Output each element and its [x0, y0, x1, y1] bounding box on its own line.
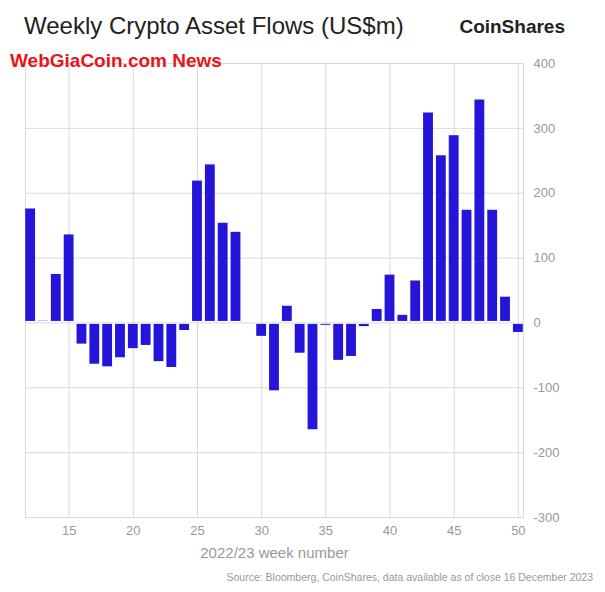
- svg-text:-200: -200: [534, 445, 560, 460]
- svg-text:45: 45: [447, 523, 461, 538]
- svg-text:25: 25: [190, 523, 204, 538]
- svg-text:-100: -100: [534, 380, 560, 395]
- svg-text:35: 35: [319, 523, 333, 538]
- html-text:Weekly Crypto Asset Flows (US$: Weekly Crypto Asset Flows (US$m): [24, 12, 404, 39]
- svg-text:20: 20: [126, 523, 140, 538]
- svg-text:2022/23 week number: 2022/23 week number: [200, 544, 348, 561]
- svg-text:100: 100: [534, 250, 556, 265]
- svg-text:15: 15: [62, 523, 76, 538]
- svg-text:400: 400: [534, 56, 556, 71]
- svg-text:40: 40: [383, 523, 397, 538]
- svg-text:50: 50: [511, 523, 525, 538]
- svg-text:-300: -300: [534, 510, 560, 525]
- html-text:WebGiaCoin.com News: WebGiaCoin.com News: [10, 50, 222, 71]
- html-text:CoinShares: CoinShares: [459, 16, 565, 37]
- html-text:Source: Bloomberg, CoinShares,: Source: Bloomberg, CoinShares, data avai…: [226, 571, 593, 583]
- svg-text:30: 30: [254, 523, 268, 538]
- svg-text:300: 300: [534, 121, 556, 136]
- svg-text:200: 200: [534, 185, 556, 200]
- svg-text:0: 0: [534, 315, 541, 330]
